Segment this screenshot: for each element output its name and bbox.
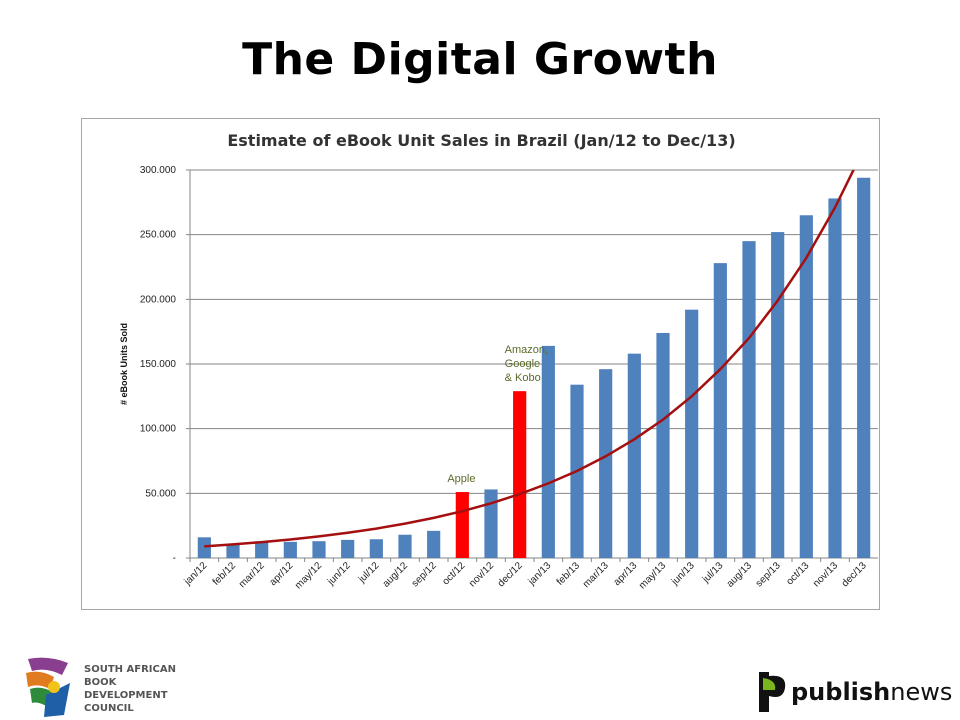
- bar-sep-13: [771, 232, 785, 558]
- chart-container: Estimate of eBook Unit Sales in Brazil (…: [81, 118, 880, 610]
- chart-title: Estimate of eBook Unit Sales in Brazil (…: [227, 131, 736, 150]
- bar-oct-12: [455, 492, 469, 558]
- annotation-label: Apple: [447, 473, 475, 485]
- bar-nov-13: [828, 198, 842, 558]
- bar-dec-12: [513, 391, 527, 558]
- sabdc-name: SOUTH AFRICAN BOOK DEVELOPMENT COUNCIL: [84, 664, 176, 714]
- publishnews-logo: publishnews: [755, 668, 952, 718]
- bar-aug-13: [742, 241, 756, 558]
- y-tick-label: 50.000: [145, 488, 176, 499]
- publishnews-wordmark: publishnews: [791, 678, 953, 706]
- sabdc-logo: SOUTH AFRICAN BOOK DEVELOPMENT COUNCIL: [24, 655, 196, 719]
- x-tick-label: jun/12: [325, 560, 353, 588]
- bar-apr-12: [283, 541, 297, 558]
- x-tick-label: jun/13: [669, 560, 697, 588]
- x-tick-label: jul/12: [356, 560, 382, 586]
- y-tick-label: 100.000: [140, 424, 177, 435]
- bar-nov-12: [484, 489, 498, 558]
- x-tick-label: mar/13: [581, 560, 611, 590]
- x-tick-label: jul/13: [700, 560, 726, 586]
- bar-may-13: [656, 332, 670, 558]
- x-tick-label: mar/12: [237, 560, 267, 590]
- x-tick-label: dec/12: [496, 560, 525, 589]
- bar-jun-13: [685, 309, 699, 558]
- x-tick-label: feb/13: [555, 560, 583, 588]
- x-tick-label: sep/13: [754, 560, 783, 589]
- x-tick-label: nov/12: [467, 560, 496, 589]
- x-tick-label: aug/12: [381, 560, 411, 590]
- x-tick-label: aug/13: [725, 560, 755, 590]
- x-tick-label: may/13: [637, 560, 668, 591]
- publishnews-mark-icon: [759, 672, 786, 712]
- x-tick-label: sep/12: [410, 560, 439, 589]
- bar-sep-12: [427, 530, 441, 558]
- annotation-label: & Kobo: [505, 372, 541, 384]
- trendline: [204, 170, 855, 548]
- y-tick-label: 200.000: [140, 294, 177, 305]
- bar-apr-13: [627, 353, 641, 558]
- bar-chart: - 50.000 100.000 150.000 200.000 250.000 300.0…: [119, 165, 878, 591]
- bar-aug-12: [398, 534, 412, 558]
- x-tick-label: may/12: [293, 560, 324, 591]
- y-axis-label: # eBook Units Sold: [119, 323, 129, 405]
- bar-oct-13: [799, 215, 813, 558]
- x-tick-label: apr/12: [268, 560, 296, 588]
- bar-jan-12: [197, 537, 211, 558]
- annotation-label: Amazon,: [505, 344, 548, 356]
- x-tick-label: feb/12: [211, 560, 239, 588]
- bar-may-12: [312, 541, 326, 558]
- y-tick-label: 150.000: [140, 359, 177, 370]
- bar-mar-13: [599, 369, 613, 558]
- x-tick-label: oct/12: [440, 560, 467, 587]
- bar-jul-13: [713, 263, 727, 558]
- x-tick-label: jan/12: [182, 560, 210, 588]
- bar-jan-13: [541, 345, 555, 558]
- y-tick-label: 300.000: [140, 165, 177, 176]
- x-tick-label: apr/13: [612, 560, 640, 588]
- annotation-label: Google: [505, 358, 540, 370]
- x-tick-label: dec/13: [840, 560, 869, 589]
- bar-jun-12: [341, 539, 355, 558]
- sabdc-emblem-icon: [26, 657, 70, 717]
- bar-feb-12: [226, 543, 240, 558]
- slide-title: The Digital Growth: [242, 34, 718, 85]
- x-tick-label: nov/13: [811, 560, 840, 589]
- bar-jul-12: [369, 539, 383, 558]
- x-tick-label: jan/13: [526, 560, 554, 588]
- y-tick-label: 250.000: [140, 230, 177, 241]
- y-tick-label: -: [173, 553, 176, 564]
- bar-dec-13: [857, 177, 871, 558]
- x-tick-label: oct/13: [784, 560, 811, 587]
- bar-mar-12: [255, 541, 269, 558]
